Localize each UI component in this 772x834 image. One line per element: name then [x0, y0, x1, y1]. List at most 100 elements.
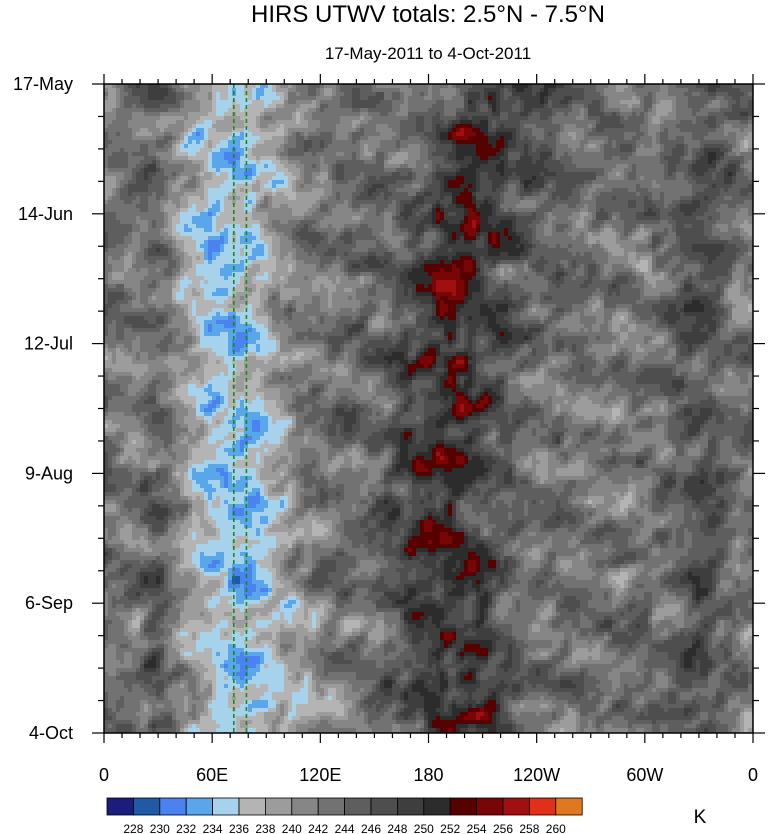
heat-cell: [188, 140, 192, 144]
heat-cell: [116, 88, 120, 92]
heat-cell: [704, 104, 708, 108]
heat-cell: [652, 112, 656, 116]
heat-cell: [368, 128, 372, 132]
heat-cell: [360, 132, 364, 136]
heat-cell: [392, 120, 396, 124]
heat-cell: [464, 88, 468, 92]
heat-cell: [680, 96, 684, 100]
heat-cell: [316, 128, 320, 132]
heat-cell: [596, 116, 600, 120]
heat-cell: [540, 120, 544, 124]
heat-cell: [432, 92, 436, 96]
heat-cell: [412, 100, 416, 104]
heat-cell: [400, 120, 404, 124]
heat-cell: [600, 144, 604, 148]
heat-cell: [448, 108, 452, 112]
heat-cell: [192, 120, 196, 124]
heat-cell: [208, 124, 212, 128]
heat-cell: [172, 100, 176, 104]
heat-cell: [372, 108, 376, 112]
heat-cell: [320, 116, 324, 120]
heat-cell: [152, 92, 156, 96]
heat-cell: [348, 124, 352, 128]
heat-cell: [324, 148, 328, 152]
heat-cell: [532, 128, 536, 132]
heat-cell: [512, 112, 516, 116]
heat-cell: [556, 96, 560, 100]
heat-cell: [648, 120, 652, 124]
heat-cell: [632, 132, 636, 136]
heat-cell: [736, 92, 740, 96]
heat-cell: [512, 108, 516, 112]
heat-cell: [508, 92, 512, 96]
heat-cell: [656, 140, 660, 144]
heat-cell: [156, 148, 160, 152]
heat-cell: [580, 104, 584, 108]
heat-cell: [472, 112, 476, 116]
heat-cell: [204, 120, 208, 124]
heat-cell: [632, 144, 636, 148]
heat-cell: [208, 128, 212, 132]
heat-cell: [124, 112, 128, 116]
heat-cell: [704, 96, 708, 100]
heat-cell: [732, 140, 736, 144]
heat-cell: [136, 104, 140, 108]
heat-cell: [156, 120, 160, 124]
heat-cell: [588, 92, 592, 96]
heat-cell: [632, 104, 636, 108]
heat-cell: [332, 120, 336, 124]
heat-cell: [140, 100, 144, 104]
heat-cell: [744, 92, 748, 96]
heat-cell: [476, 88, 480, 92]
heat-cell: [248, 132, 252, 136]
heat-cell: [560, 104, 564, 108]
heat-cell: [612, 100, 616, 104]
heat-cell: [496, 104, 500, 108]
heat-cell: [320, 88, 324, 92]
heat-cell: [420, 120, 424, 124]
heat-cell: [180, 108, 184, 112]
heat-cell: [600, 104, 604, 108]
heat-cell: [272, 140, 276, 144]
heat-cell: [580, 140, 584, 144]
heat-cell: [652, 108, 656, 112]
heat-cell: [432, 100, 436, 104]
heat-cell: [644, 116, 648, 120]
heat-cell: [308, 144, 312, 148]
heat-cell: [196, 132, 200, 136]
heat-cell: [116, 112, 120, 116]
heat-cell: [224, 132, 228, 136]
heat-cell: [724, 104, 728, 108]
heat-cell: [368, 108, 372, 112]
heat-cell: [724, 128, 728, 132]
heat-cell: [624, 128, 628, 132]
heat-cell: [480, 136, 484, 140]
heat-cell: [568, 116, 572, 120]
heat-cell: [456, 108, 460, 112]
heat-cell: [704, 144, 708, 148]
heat-cell: [196, 136, 200, 140]
heat-cell: [628, 116, 632, 120]
heat-cell: [220, 112, 224, 116]
heat-cell: [372, 136, 376, 140]
heat-cell: [304, 140, 308, 144]
heat-cell: [204, 128, 208, 132]
heat-cell: [644, 140, 648, 144]
heat-cell: [164, 112, 168, 116]
heat-cell: [128, 88, 132, 92]
heat-cell: [136, 96, 140, 100]
heat-cell: [616, 108, 620, 112]
heat-cell: [504, 88, 508, 92]
heat-cell: [520, 108, 524, 112]
heat-cell: [168, 124, 172, 128]
heat-cell: [544, 116, 548, 120]
heat-cell: [604, 124, 608, 128]
heat-cell: [472, 128, 476, 132]
heat-cell: [160, 88, 164, 92]
heat-cell: [664, 104, 668, 108]
heat-cell: [744, 108, 748, 112]
heat-cell: [712, 88, 716, 92]
heat-cell: [108, 128, 112, 132]
heat-cell: [728, 92, 732, 96]
heat-cell: [396, 148, 400, 152]
